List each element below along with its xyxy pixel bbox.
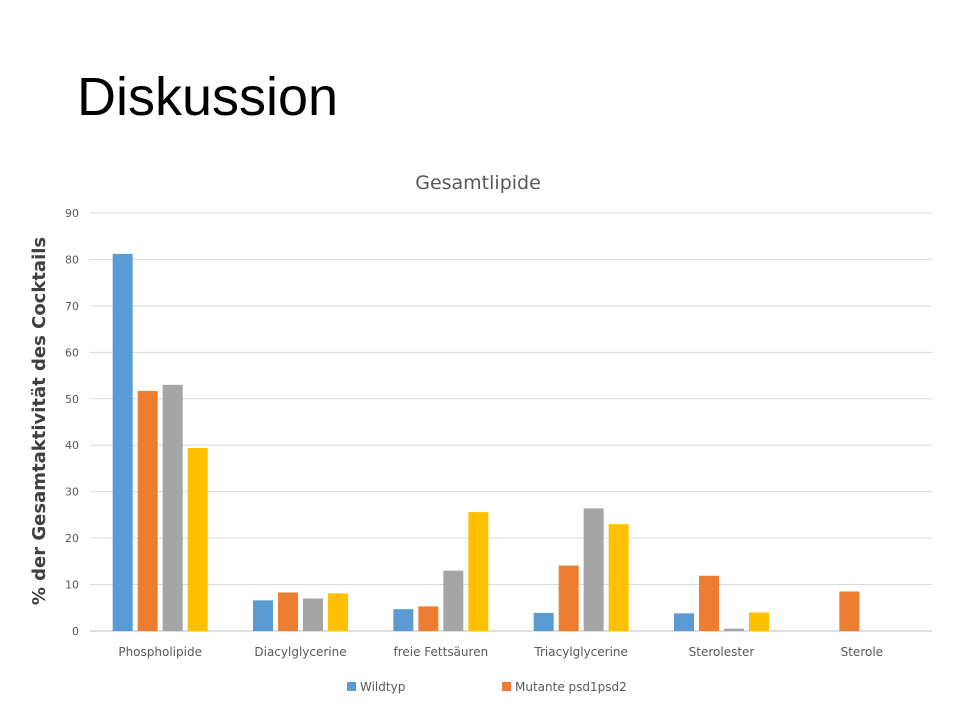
- bar: [674, 613, 694, 631]
- x-tick-label: Sterole: [841, 645, 883, 659]
- bar: [749, 612, 769, 631]
- bar: [724, 628, 744, 631]
- bar: [533, 612, 554, 631]
- y-tick-label: 30: [65, 486, 79, 499]
- bar: [137, 390, 158, 631]
- bars: [112, 253, 860, 632]
- legend-label: Wildtyp: [360, 680, 405, 694]
- legend: Wildtyp Mutante psd1psd2: [347, 680, 627, 694]
- y-tick-label: 90: [65, 207, 79, 220]
- bar: [303, 598, 323, 631]
- y-tick-label: 70: [65, 300, 79, 313]
- y-tick-label: 20: [65, 532, 79, 545]
- bar: [583, 508, 604, 631]
- y-tick-label: 10: [65, 579, 79, 592]
- y-tick-label: 60: [65, 346, 79, 359]
- x-tick-label: Diacylglycerine: [254, 645, 346, 659]
- legend-swatch: [347, 682, 356, 691]
- bar: [253, 600, 273, 631]
- x-tick-label: Phospholipide: [118, 645, 202, 659]
- y-tick-label: 50: [65, 393, 79, 406]
- bar: [328, 593, 348, 631]
- bar: [278, 592, 298, 631]
- bar: [468, 512, 489, 631]
- y-axis-label: % der Gesamtaktivität des Cocktails: [29, 237, 50, 605]
- slide-title: Diskussion: [77, 67, 339, 127]
- x-tick-label: Sterolester: [689, 645, 755, 659]
- y-tick-label: 40: [65, 439, 79, 452]
- tick-labels: 0 10 20 30 40 50 60 70 80 90 Phospholipide Diacylgl…: [65, 207, 883, 659]
- chart-title: Gesamtlipide: [415, 172, 541, 194]
- bar: [162, 384, 183, 631]
- bar: [187, 448, 208, 631]
- bar: [558, 565, 579, 631]
- bar: [699, 575, 719, 631]
- y-tick-label: 80: [65, 253, 79, 266]
- x-tick-label: freie Fettsäuren: [393, 645, 488, 659]
- y-tick-label: 0: [72, 625, 79, 638]
- bar: [418, 606, 439, 631]
- gridlines: [90, 212, 932, 632]
- legend-swatch: [502, 682, 511, 691]
- bar: [393, 609, 414, 631]
- bar: [608, 524, 629, 631]
- bar: [443, 570, 464, 631]
- x-tick-label: Triacylglycerine: [533, 645, 628, 659]
- bar: [839, 591, 860, 631]
- legend-label: Mutante psd1psd2: [515, 680, 627, 694]
- bar: [112, 253, 133, 632]
